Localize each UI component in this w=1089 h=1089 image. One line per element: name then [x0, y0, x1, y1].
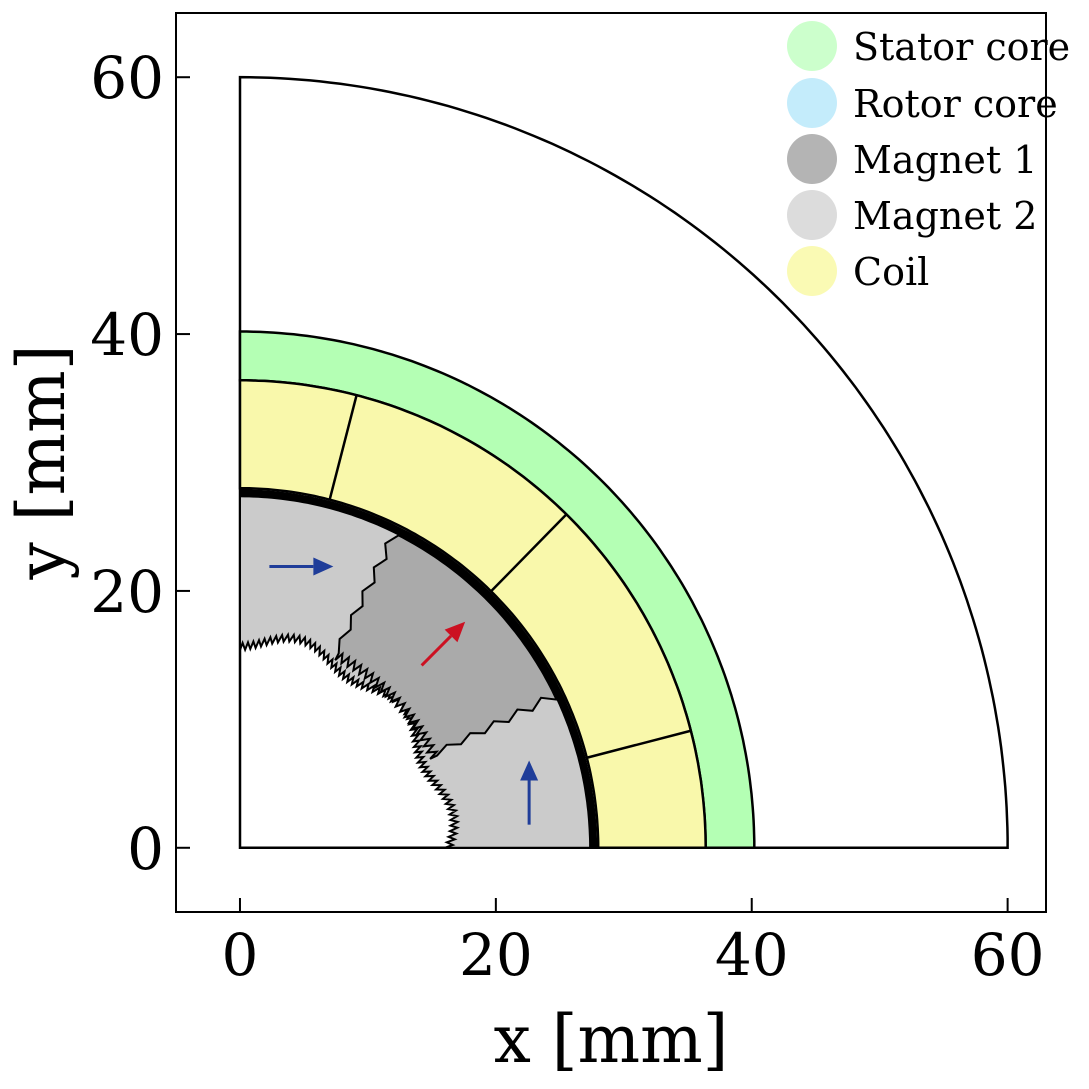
coil-region	[238, 379, 707, 850]
coil-divider	[586, 729, 692, 759]
x-tick-label: 40	[715, 921, 789, 989]
legend-label: Stator core	[853, 25, 1070, 69]
legend-label: Rotor core	[853, 82, 1058, 126]
x-axis-label: x [mm]	[494, 1001, 729, 1078]
legend-label: Coil	[853, 250, 929, 294]
x-tick-label: 0	[222, 921, 259, 989]
legend-marker	[787, 246, 837, 296]
y-tick-label: 60	[90, 44, 164, 112]
y-tick-labels: 0 20 40 60	[90, 44, 164, 883]
x-tick-label: 20	[459, 921, 533, 989]
legend-marker	[787, 190, 837, 240]
legend-label: Magnet 2	[853, 194, 1037, 238]
legend-item-stator-core: Stator core	[787, 21, 1070, 71]
magnetization-arrow-head	[520, 760, 539, 781]
motor-cross-section	[238, 75, 1009, 850]
magnetization-arrow-shaft	[420, 634, 453, 667]
legend-item-magnet-1: Magnet 1	[787, 134, 1037, 184]
magnetization-arrow-head	[444, 621, 466, 643]
coil-divider	[490, 513, 568, 593]
magnetization-arrows	[269, 557, 539, 825]
magnetization-arrow-head	[313, 557, 334, 576]
rotor-outer-boundary	[239, 489, 598, 848]
legend-label: Magnet 1	[853, 138, 1037, 182]
x-tick-labels: 0 20 40 60	[222, 921, 1045, 989]
axis-ticks	[176, 76, 1009, 912]
legend-marker	[787, 134, 837, 184]
legend: Stator core Rotor core Magnet 1 Magnet 2…	[787, 21, 1070, 296]
plot-frame	[175, 12, 1047, 913]
y-tick-label: 20	[90, 558, 164, 626]
legend-marker	[787, 78, 837, 128]
y-tick-label: 40	[90, 301, 164, 369]
legend-item-coil: Coil	[787, 246, 929, 296]
y-tick-label: 0	[127, 815, 164, 883]
y-axis-label: y [mm]	[3, 345, 80, 581]
legend-marker	[787, 21, 837, 71]
coil-slot-dividers	[328, 394, 692, 759]
x-tick-label: 60	[971, 921, 1045, 989]
legend-item-magnet-2: Magnet 2	[787, 190, 1037, 240]
outer-domain	[238, 75, 1009, 850]
legend-item-rotor-core: Rotor core	[787, 78, 1058, 128]
coil-divider	[328, 394, 358, 500]
